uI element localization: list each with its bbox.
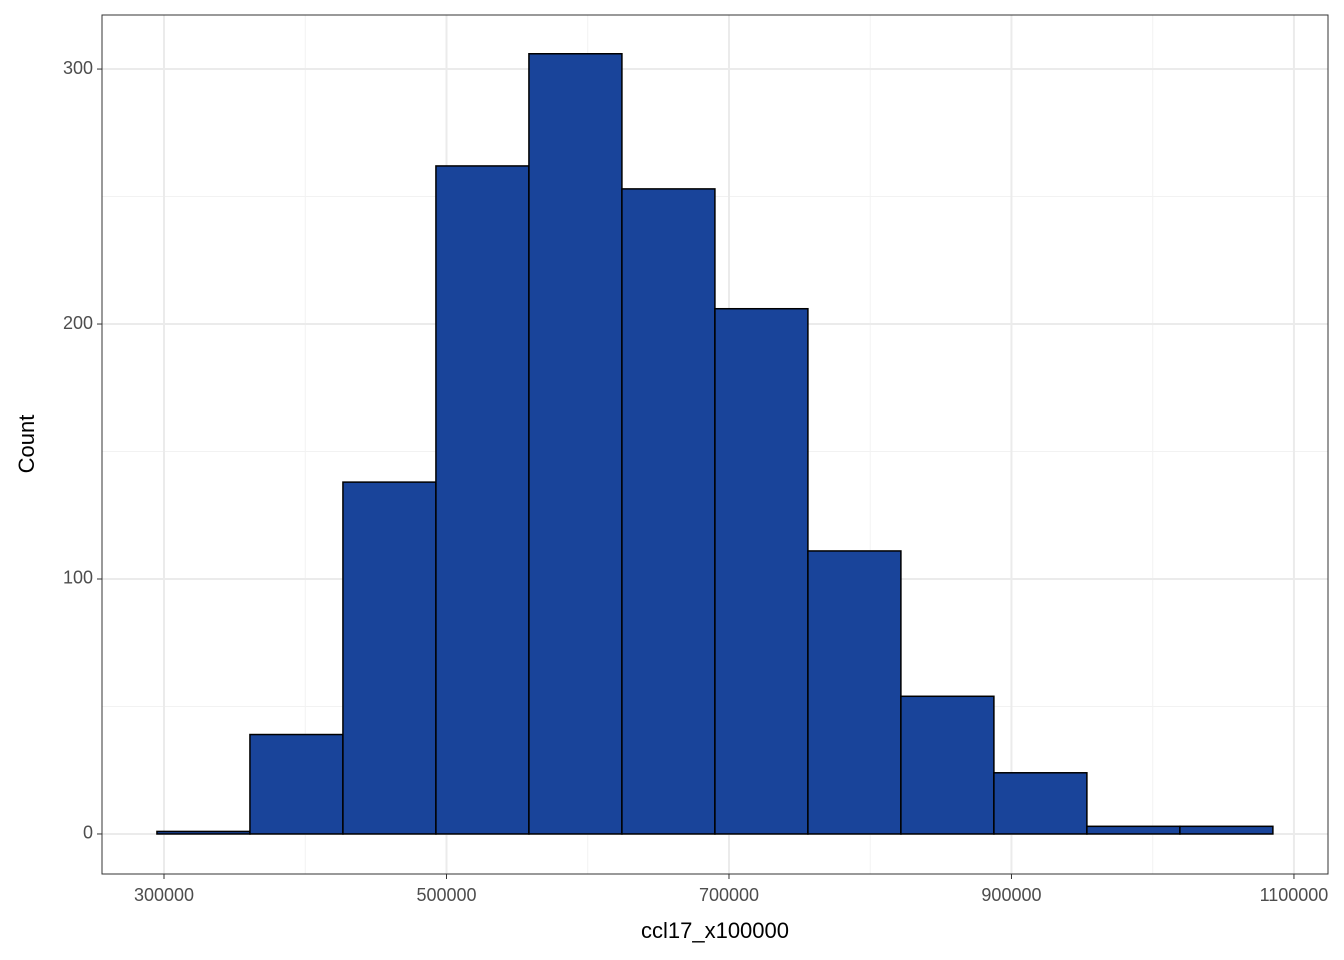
x-axis-title: ccl17_x100000 bbox=[641, 918, 789, 943]
bar bbox=[993, 772, 1088, 835]
x-tick-label: 300000 bbox=[134, 885, 194, 905]
bar bbox=[1179, 825, 1274, 835]
y-tick-label: 100 bbox=[63, 568, 93, 588]
y-tick-label: 200 bbox=[63, 313, 93, 333]
y-tick-label: 300 bbox=[63, 58, 93, 78]
bar bbox=[807, 550, 902, 835]
bar bbox=[342, 481, 437, 835]
x-tick-label: 900000 bbox=[981, 885, 1041, 905]
bar bbox=[900, 695, 995, 835]
x-tick-label: 1100000 bbox=[1260, 885, 1329, 905]
y-tick-label: 0 bbox=[83, 823, 93, 843]
bar bbox=[435, 165, 530, 835]
bar bbox=[1086, 825, 1181, 835]
x-tick-label: 700000 bbox=[699, 885, 759, 905]
bar bbox=[621, 188, 716, 835]
bar bbox=[249, 733, 344, 835]
bar bbox=[714, 307, 809, 835]
bar bbox=[528, 53, 623, 835]
panel-border bbox=[101, 14, 1329, 875]
y-axis-title: Count bbox=[14, 415, 39, 474]
bar bbox=[156, 830, 251, 835]
x-tick-label: 500000 bbox=[416, 885, 476, 905]
